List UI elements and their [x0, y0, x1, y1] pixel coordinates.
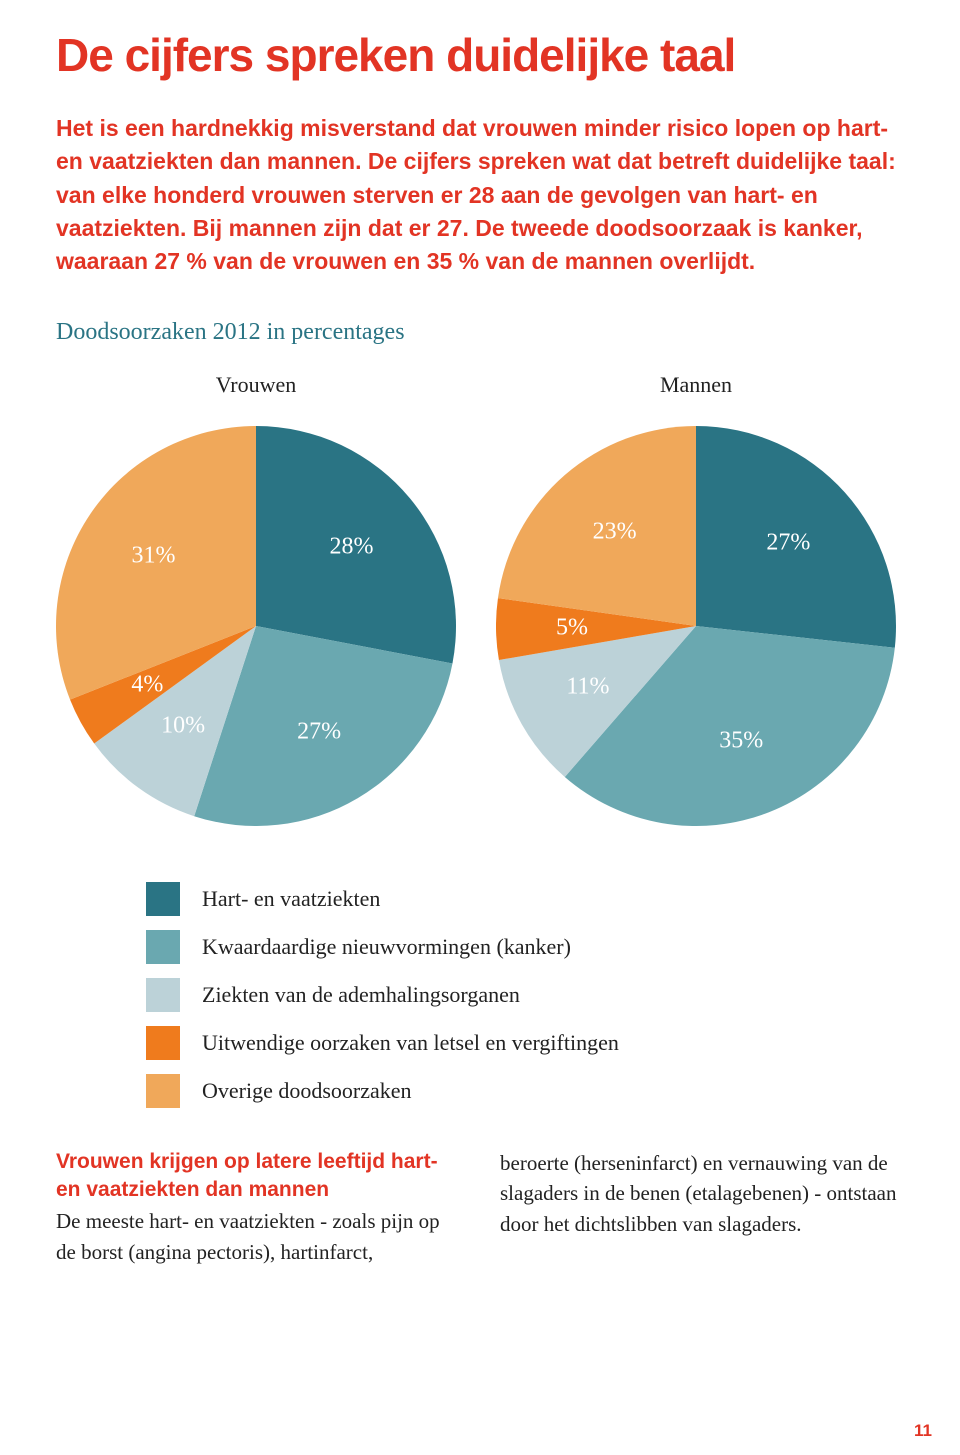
bottom-right-body: beroerte (herseninfarct) en vernauwing v… — [500, 1151, 897, 1236]
pie-slice-label: 28% — [330, 533, 374, 560]
legend-row: Overige doodsoorzaken — [146, 1074, 904, 1108]
bottom-columns: Vrouwen krijgen op latere leeftijd hart-… — [56, 1148, 904, 1268]
bottom-left-body: De meeste hart- en vaatziekten - zoals p… — [56, 1209, 440, 1263]
pie-vrouwen: 28% 27% 10% 4% 31% — [56, 426, 456, 826]
pie-slice-label: 31% — [131, 543, 175, 570]
intro-paragraph: Het is een hardnekkig misverstand dat vr… — [56, 112, 904, 279]
legend-label: Uitwendige oorzaken van letsel en vergif… — [202, 1030, 619, 1056]
chart-mannen-label: Mannen — [660, 372, 732, 398]
legend-row: Hart- en vaatziekten — [146, 882, 904, 916]
legend-swatch — [146, 882, 180, 916]
pie-slice-label: 27% — [297, 719, 341, 746]
legend-label: Overige doodsoorzaken — [202, 1078, 412, 1104]
legend-row: Kwaardaardige nieuwvormingen (kanker) — [146, 930, 904, 964]
legend-row: Uitwendige oorzaken van letsel en vergif… — [146, 1026, 904, 1060]
pie-slice-label: 4% — [131, 672, 163, 699]
legend-label: Hart- en vaatziekten — [202, 886, 380, 912]
pie-slice-label: 23% — [593, 519, 637, 546]
legend-swatch — [146, 1074, 180, 1108]
page-number: 11 — [914, 1421, 932, 1441]
bottom-left-col: Vrouwen krijgen op latere leeftijd hart-… — [56, 1148, 460, 1268]
page-title: De cijfers spreken duidelijke taal — [56, 28, 904, 82]
pie-slice-label: 11% — [566, 673, 609, 700]
bottom-subhead: Vrouwen krijgen op latere leeftijd hart-… — [56, 1148, 460, 1205]
charts-row: Vrouwen 28% 27% 10% 4% 31% Mannen 27% 35% 11% 5… — [56, 372, 904, 826]
legend: Hart- en vaatziekten Kwaardaardige nieuwv… — [146, 882, 904, 1108]
pie-slice-label: 10% — [161, 713, 205, 740]
pie-slice-label: 5% — [556, 614, 588, 641]
bottom-right-col: beroerte (herseninfarct) en vernauwing v… — [500, 1148, 904, 1268]
chart-section-title: Doodsoorzaken 2012 in percentages — [56, 319, 904, 346]
pie-slice-label: 35% — [719, 728, 763, 755]
legend-label: Kwaardaardige nieuwvormingen (kanker) — [202, 934, 571, 960]
pie-mannen: 27% 35% 11% 5% 23% — [496, 426, 896, 826]
legend-row: Ziekten van de ademhalingsorganen — [146, 978, 904, 1012]
chart-mannen: Mannen 27% 35% 11% 5% 23% — [496, 372, 896, 826]
legend-label: Ziekten van de ademhalingsorganen — [202, 982, 520, 1008]
chart-vrouwen: Vrouwen 28% 27% 10% 4% 31% — [56, 372, 456, 826]
legend-swatch — [146, 1026, 180, 1060]
pie-slice-label: 27% — [766, 529, 810, 556]
legend-swatch — [146, 978, 180, 1012]
legend-swatch — [146, 930, 180, 964]
chart-vrouwen-label: Vrouwen — [216, 372, 297, 398]
